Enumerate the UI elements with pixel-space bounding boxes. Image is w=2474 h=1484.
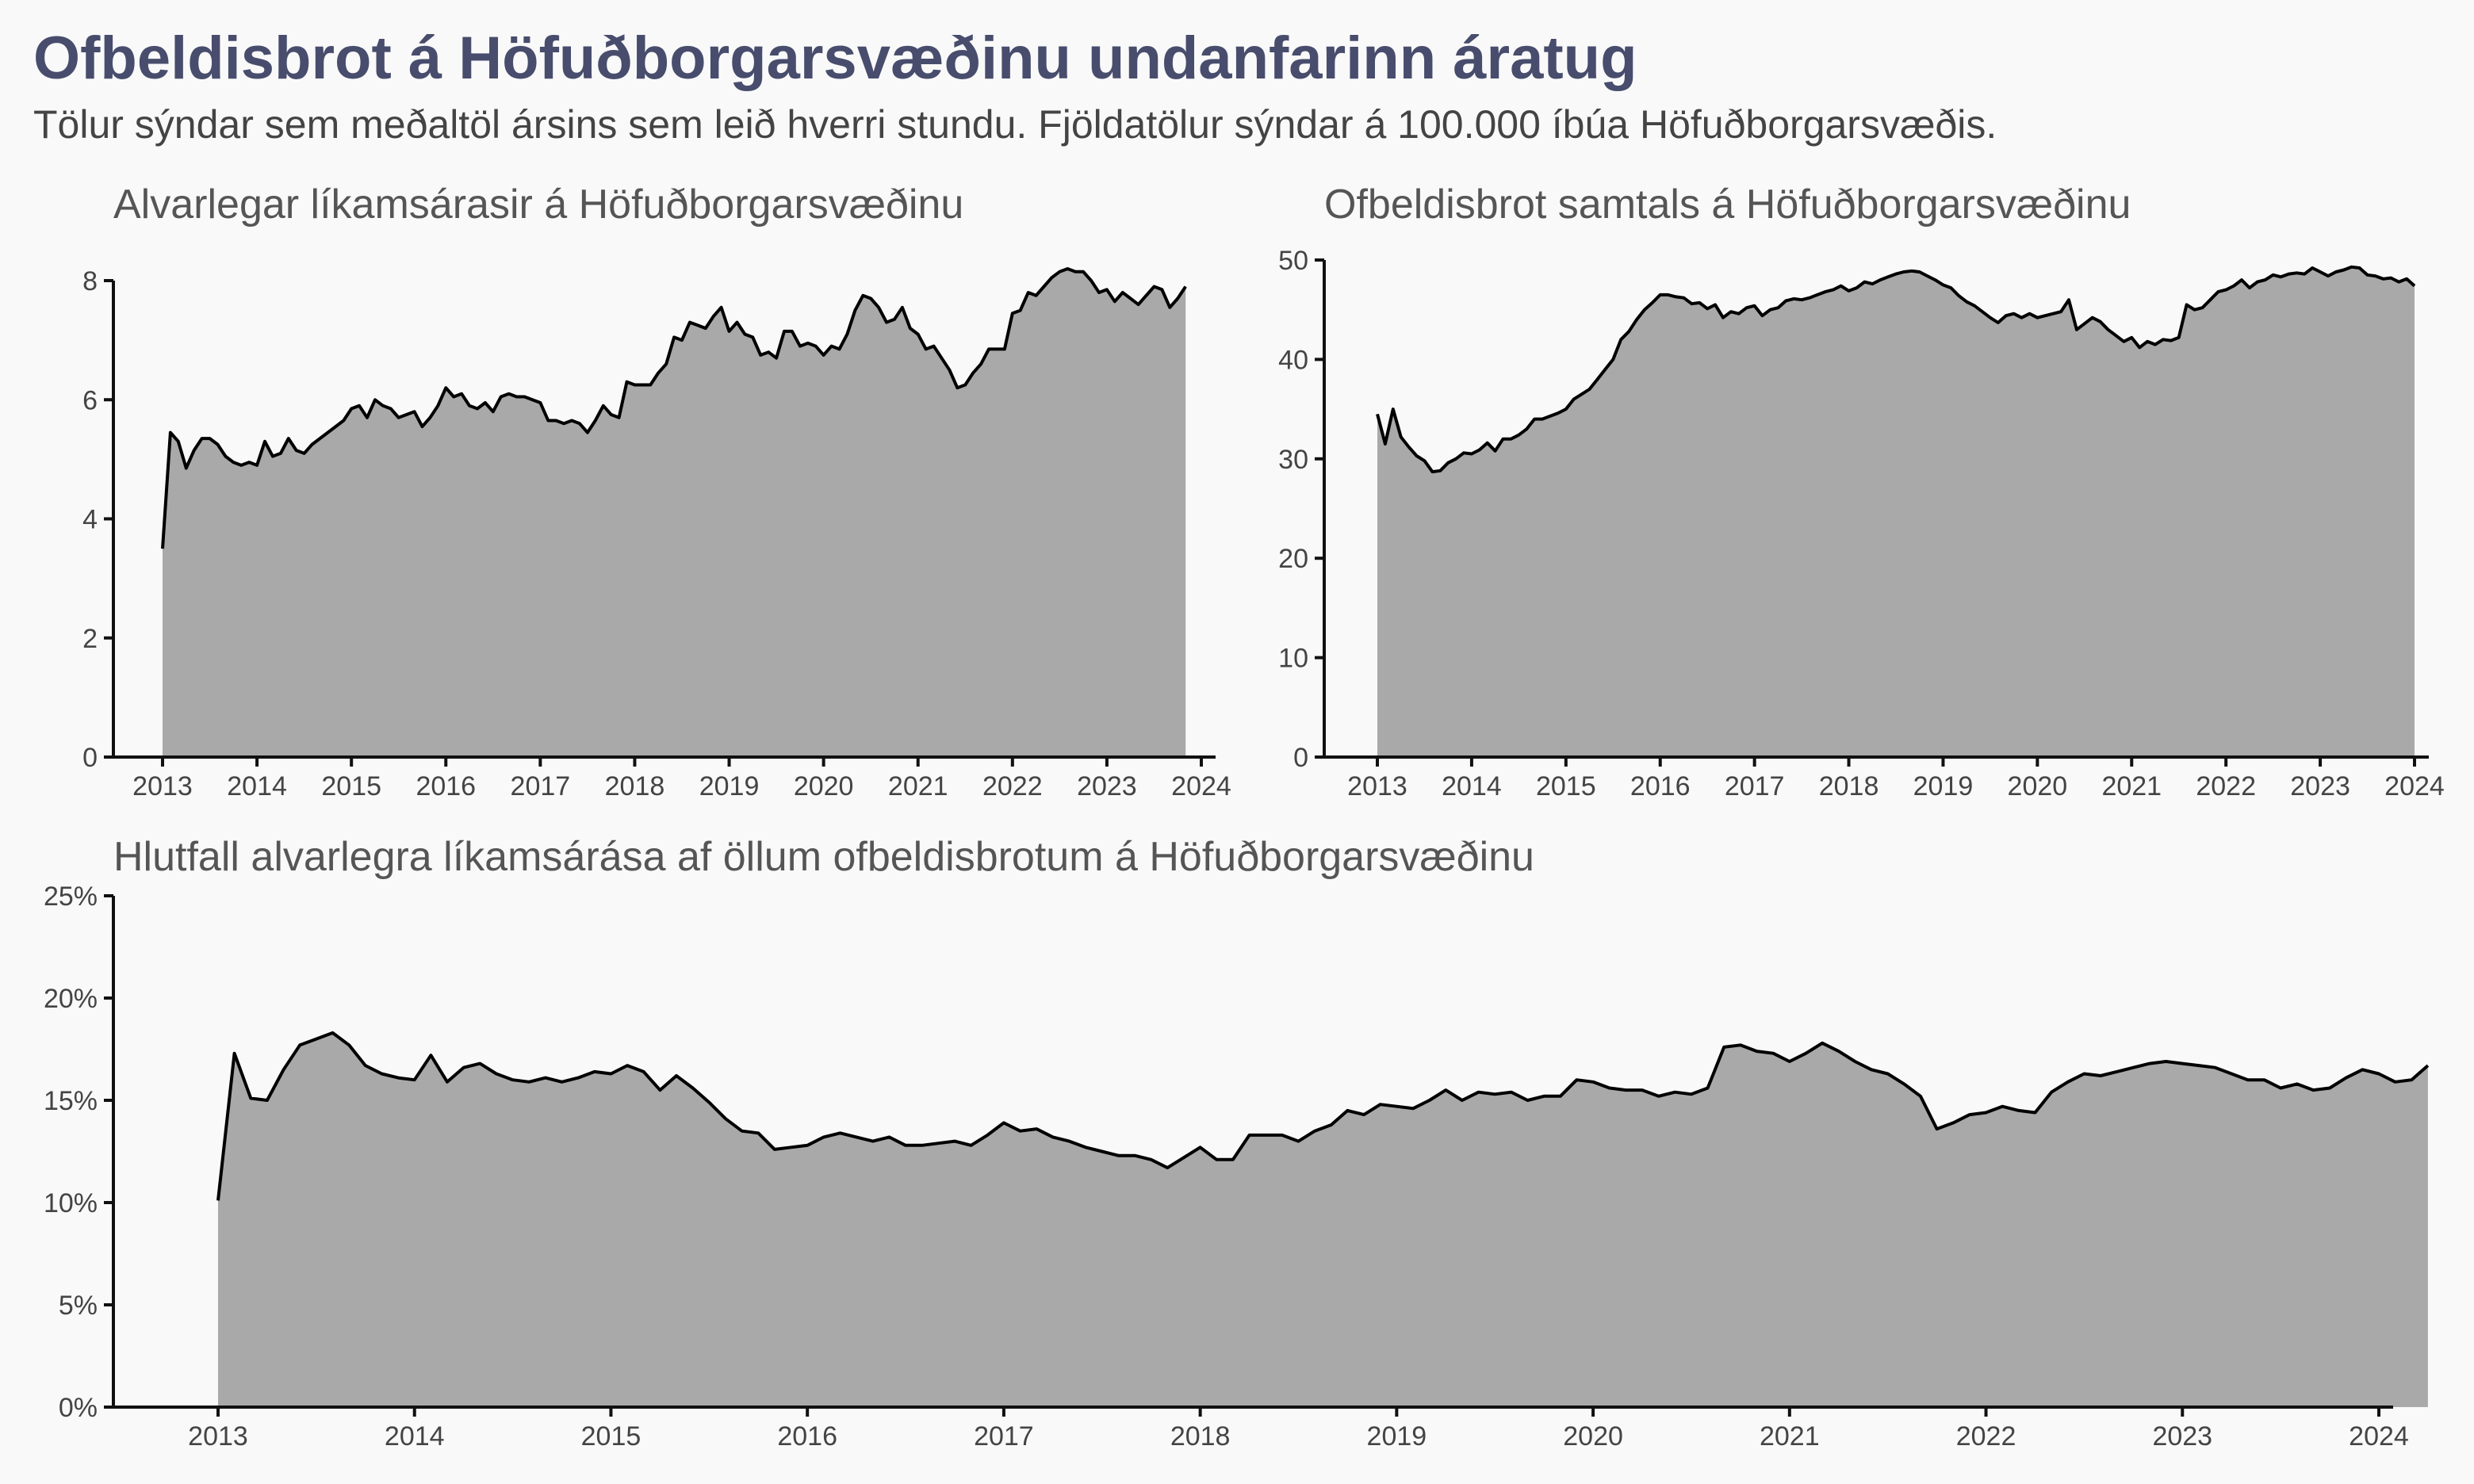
x-tick-label: 2023 bbox=[2152, 1421, 2212, 1451]
x-tick-label: 2019 bbox=[1367, 1421, 1427, 1451]
x-tick-label: 2019 bbox=[699, 771, 760, 801]
chart-panel-2: Ofbeldisbrot samtals á Höfuðborgarsvæðin… bbox=[1278, 182, 2445, 801]
x-tick-label: 2013 bbox=[132, 771, 193, 801]
x-tick-label: 2020 bbox=[794, 771, 854, 801]
y-tick-label: 0 bbox=[82, 743, 98, 773]
x-tick-label: 2018 bbox=[605, 771, 665, 801]
chart-panel-1: Alvarlegar líkamsárasir á Höfuðborgarsvæ… bbox=[82, 182, 1231, 801]
x-tick-label: 2015 bbox=[1536, 771, 1596, 801]
x-tick-label: 2020 bbox=[2008, 771, 2068, 801]
x-tick-label: 2024 bbox=[1171, 771, 1231, 801]
y-tick-label: 25% bbox=[44, 882, 98, 912]
y-tick-label: 0% bbox=[59, 1393, 98, 1423]
x-tick-label: 2017 bbox=[1725, 771, 1785, 801]
x-tick-label: 2021 bbox=[888, 771, 948, 801]
x-tick-label: 2017 bbox=[511, 771, 571, 801]
x-tick-label: 2015 bbox=[321, 771, 381, 801]
y-tick-label: 10 bbox=[1278, 644, 1308, 674]
series-line bbox=[1376, 265, 2416, 474]
y-tick-label: 20 bbox=[1278, 544, 1308, 574]
page-subtitle: Tölur sýndar sem meðaltöl ársins sem lei… bbox=[33, 102, 1997, 147]
x-tick-label: 2024 bbox=[2384, 771, 2445, 801]
panel-title: Ofbeldisbrot samtals á Höfuðborgarsvæðin… bbox=[1324, 182, 2131, 228]
x-tick-label: 2014 bbox=[1442, 771, 1502, 801]
series-line bbox=[161, 267, 1187, 549]
x-tick-label: 2023 bbox=[2290, 771, 2350, 801]
x-tick-label: 2016 bbox=[416, 771, 476, 801]
y-tick-label: 6 bbox=[82, 385, 98, 415]
y-tick-label: 8 bbox=[82, 266, 98, 296]
x-tick-label: 2016 bbox=[777, 1421, 837, 1451]
series-area bbox=[218, 1032, 2428, 1407]
x-tick-label: 2014 bbox=[385, 1421, 445, 1451]
x-tick-label: 2021 bbox=[1760, 1421, 1820, 1451]
x-tick-label: 2018 bbox=[1170, 1421, 1231, 1451]
x-tick-label: 2013 bbox=[188, 1421, 248, 1451]
y-tick-label: 30 bbox=[1278, 445, 1308, 475]
x-tick-label: 2019 bbox=[1913, 771, 1974, 801]
x-tick-label: 2018 bbox=[1819, 771, 1879, 801]
series-line bbox=[216, 1031, 2430, 1201]
x-tick-label: 2024 bbox=[2349, 1421, 2409, 1451]
chart-panel-3: Hlutfall alvarlegra líkamsárása af öllum… bbox=[44, 834, 2430, 1451]
y-tick-label: 50 bbox=[1278, 246, 1308, 276]
x-tick-label: 2022 bbox=[2196, 771, 2256, 801]
x-tick-label: 2016 bbox=[1630, 771, 1691, 801]
y-tick-label: 20% bbox=[44, 984, 98, 1014]
y-tick-label: 5% bbox=[59, 1291, 98, 1321]
x-tick-label: 2014 bbox=[227, 771, 287, 801]
y-tick-label: 15% bbox=[44, 1086, 98, 1116]
x-tick-label: 2022 bbox=[1956, 1421, 2016, 1451]
series-area bbox=[1377, 266, 2415, 757]
x-tick-label: 2022 bbox=[982, 771, 1043, 801]
panel-title: Alvarlegar líkamsárasir á Höfuðborgarsvæ… bbox=[113, 182, 963, 228]
x-tick-label: 2015 bbox=[581, 1421, 641, 1451]
x-tick-label: 2023 bbox=[1077, 771, 1137, 801]
page-title: Ofbeldisbrot á Höfuðborgarsvæðinu undanf… bbox=[33, 25, 1637, 92]
x-tick-label: 2017 bbox=[974, 1421, 1034, 1451]
y-tick-label: 2 bbox=[82, 624, 98, 654]
y-tick-label: 10% bbox=[44, 1188, 98, 1218]
panel-title: Hlutfall alvarlegra líkamsárása af öllum… bbox=[113, 834, 1534, 880]
y-tick-label: 0 bbox=[1293, 743, 1308, 773]
x-tick-label: 2020 bbox=[1563, 1421, 1623, 1451]
x-tick-label: 2013 bbox=[1347, 771, 1407, 801]
series-area bbox=[163, 269, 1186, 757]
y-tick-label: 40 bbox=[1278, 345, 1308, 375]
x-tick-label: 2021 bbox=[2101, 771, 2162, 801]
y-tick-label: 4 bbox=[82, 505, 98, 535]
